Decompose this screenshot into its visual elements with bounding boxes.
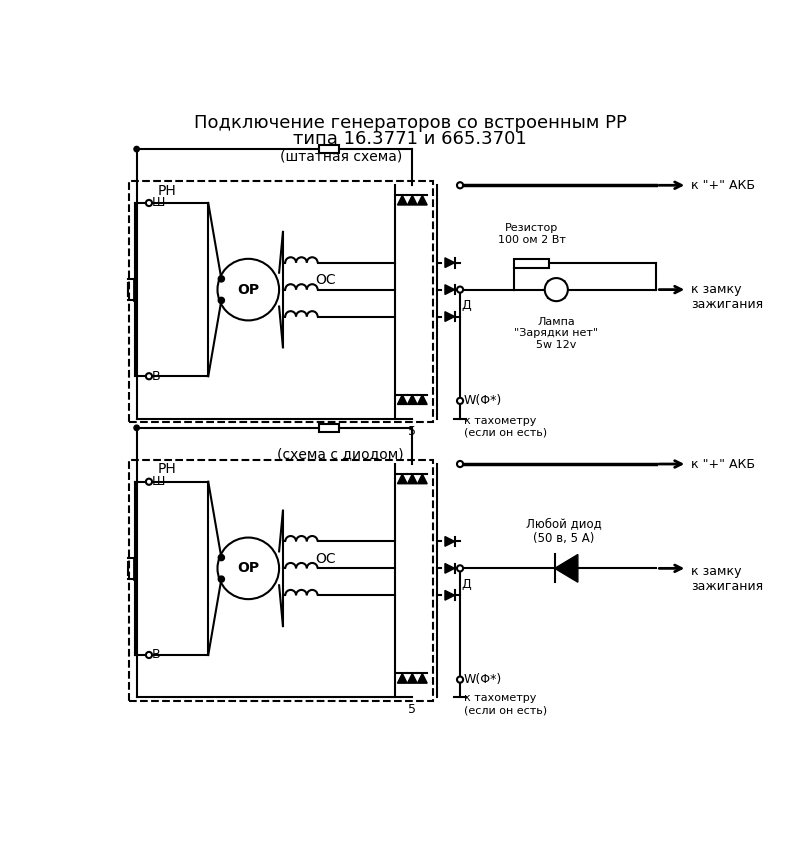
Text: W(Φ*): W(Φ*) (464, 673, 502, 686)
Polygon shape (398, 474, 407, 483)
Text: Резистор
100 ом 2 Вт: Резистор 100 ом 2 Вт (498, 223, 566, 245)
Text: к тахометру
(если он есть): к тахометру (если он есть) (464, 694, 547, 715)
Circle shape (134, 146, 139, 151)
Text: Ш: Ш (151, 197, 165, 209)
Text: Лампа
"Зарядки нет"
5w 12v: Лампа "Зарядки нет" 5w 12v (514, 317, 598, 350)
Polygon shape (445, 285, 454, 294)
Polygon shape (445, 258, 454, 267)
Circle shape (218, 297, 225, 304)
Circle shape (545, 278, 568, 301)
Text: W(Φ*): W(Φ*) (464, 394, 502, 408)
Circle shape (146, 652, 152, 658)
Bar (514, 259, 549, 268)
Text: к тахометру
(если он есть): к тахометру (если он есть) (464, 416, 547, 438)
Circle shape (457, 397, 463, 404)
Polygon shape (398, 395, 407, 404)
Circle shape (218, 538, 279, 599)
Polygon shape (407, 673, 417, 683)
Text: к "+" АКБ: к "+" АКБ (691, 179, 755, 191)
Text: Ш: Ш (151, 475, 165, 488)
Polygon shape (398, 673, 407, 683)
Polygon shape (554, 555, 578, 582)
Text: РН: РН (158, 462, 177, 477)
Polygon shape (418, 195, 427, 205)
Polygon shape (407, 395, 417, 404)
Text: (штатная схема): (штатная схема) (279, 149, 402, 163)
Circle shape (457, 182, 463, 188)
Polygon shape (445, 563, 454, 574)
Circle shape (146, 478, 152, 485)
Circle shape (218, 276, 225, 282)
Text: (схема с диодом): (схема с диодом) (278, 447, 404, 461)
Text: ОС: ОС (315, 552, 336, 566)
Bar (319, 146, 339, 153)
Text: ОС: ОС (315, 273, 336, 288)
Polygon shape (418, 474, 427, 483)
Text: ОР: ОР (238, 562, 259, 575)
Text: к замку
зажигания: к замку зажигания (691, 283, 763, 311)
Polygon shape (407, 195, 417, 205)
Text: 5: 5 (408, 425, 416, 437)
Text: ОР: ОР (238, 283, 259, 297)
Circle shape (457, 565, 463, 571)
Circle shape (457, 287, 463, 293)
Circle shape (134, 426, 139, 431)
Text: 5: 5 (408, 704, 416, 717)
Circle shape (457, 677, 463, 683)
Text: Д: Д (462, 299, 471, 311)
Polygon shape (445, 311, 454, 322)
Text: Подключение генераторов со встроенным РР: Подключение генераторов со встроенным РР (194, 114, 626, 133)
Polygon shape (398, 195, 407, 205)
Circle shape (218, 259, 279, 321)
Text: к замку
зажигания: к замку зажигания (691, 564, 763, 592)
Text: типа 16.3771 и 665.3701: типа 16.3771 и 665.3701 (293, 130, 527, 148)
Circle shape (146, 373, 152, 380)
Circle shape (146, 200, 152, 206)
Text: Любой диод
(50 в, 5 А): Любой диод (50 в, 5 А) (526, 517, 602, 545)
Text: РН: РН (158, 184, 177, 197)
Polygon shape (407, 474, 417, 483)
Text: В: В (151, 648, 160, 661)
Text: Д: Д (462, 578, 471, 591)
Polygon shape (445, 536, 454, 546)
Bar (319, 424, 339, 431)
Polygon shape (418, 673, 427, 683)
Circle shape (218, 576, 225, 582)
Polygon shape (418, 395, 427, 404)
Circle shape (218, 555, 225, 561)
Text: В: В (151, 369, 160, 383)
Text: к "+" АКБ: к "+" АКБ (691, 458, 755, 471)
Polygon shape (445, 591, 454, 600)
Circle shape (457, 461, 463, 467)
